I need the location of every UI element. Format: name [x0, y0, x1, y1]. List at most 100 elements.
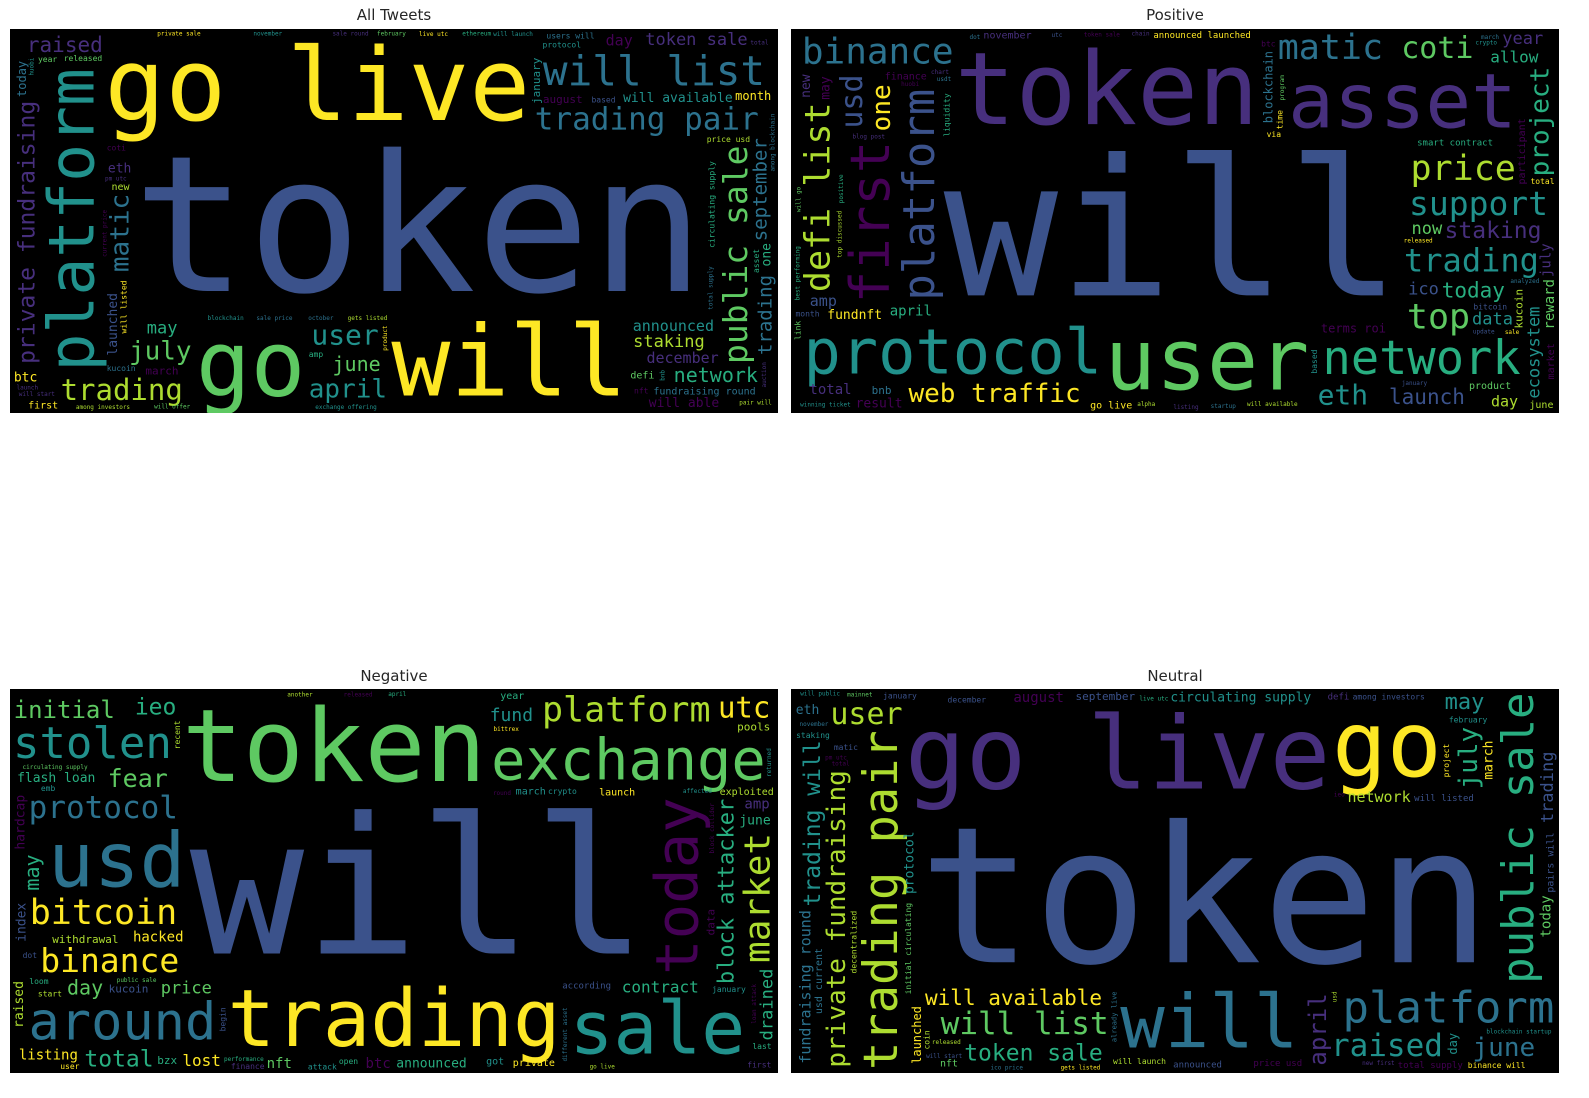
- word: sale price: [256, 315, 293, 322]
- word: total: [84, 1047, 153, 1073]
- word: trading: [754, 275, 776, 355]
- word: token sale: [645, 30, 747, 50]
- word: june: [333, 352, 381, 376]
- word: total: [832, 760, 850, 767]
- word: dot: [23, 951, 38, 960]
- word: amp: [810, 292, 837, 310]
- word: fundraising round: [797, 910, 815, 1064]
- word: april: [890, 304, 932, 320]
- word: november: [983, 30, 1031, 41]
- word: total: [809, 382, 851, 398]
- word: reward: [1542, 279, 1558, 330]
- word: token: [955, 30, 1259, 148]
- word: today: [1442, 278, 1505, 302]
- word: today: [1538, 895, 1554, 937]
- word: first: [839, 141, 902, 304]
- word: auction: [761, 362, 768, 388]
- word: chain: [1132, 30, 1150, 37]
- word: analyzed: [1510, 278, 1539, 285]
- word: among investors: [76, 404, 131, 411]
- word: released: [64, 54, 103, 63]
- word: will public: [800, 691, 840, 698]
- wordcloud-positive: will token user protocol asset network platfor…: [791, 29, 1559, 413]
- word: private: [513, 1058, 555, 1069]
- word: update: [1473, 329, 1495, 336]
- word: liquidity: [943, 93, 952, 137]
- word: circulating supply: [23, 764, 88, 771]
- word: announced: [396, 1057, 466, 1072]
- word: sale: [1505, 329, 1520, 336]
- word: december: [948, 696, 987, 705]
- word: price usd: [707, 135, 751, 144]
- word: april: [309, 374, 387, 404]
- word: month: [735, 89, 771, 103]
- word: last: [752, 1042, 771, 1051]
- word: result: [856, 396, 903, 411]
- word: around: [28, 993, 216, 1053]
- word: market: [738, 833, 778, 963]
- word: announced: [1173, 1060, 1222, 1070]
- word: btc: [1261, 39, 1276, 48]
- word: now: [1411, 219, 1442, 239]
- word: another: [287, 691, 313, 698]
- word: according: [562, 982, 611, 992]
- word: may: [1445, 690, 1485, 715]
- word: web traffic: [909, 379, 1081, 409]
- word: sale round: [332, 30, 369, 37]
- word: amp: [744, 797, 769, 813]
- wordcloud-negative: will token trading exchange around sale usd pla…: [10, 689, 778, 1073]
- word: today: [643, 797, 712, 975]
- word: listing: [19, 1048, 78, 1064]
- word: network: [1347, 788, 1410, 806]
- word: asset: [752, 249, 761, 273]
- word: crypto: [548, 787, 577, 796]
- word: listing: [1173, 404, 1199, 411]
- word: circulating supply: [1170, 690, 1311, 705]
- word: will list: [941, 1006, 1109, 1042]
- word: january: [530, 57, 543, 104]
- word: open: [339, 1057, 358, 1066]
- word: crypto: [1475, 40, 1497, 47]
- word: bitcoin: [30, 893, 178, 933]
- word: new: [112, 182, 131, 193]
- word: top discussed: [837, 210, 844, 257]
- word: nft: [634, 387, 649, 396]
- word: june: [1529, 400, 1553, 411]
- word: among blockchain: [770, 113, 777, 171]
- word: stolen: [13, 718, 172, 769]
- word: begin: [219, 1007, 228, 1031]
- word: dot: [969, 34, 980, 41]
- word: token sale: [964, 1040, 1102, 1066]
- word: top: [1407, 298, 1470, 338]
- word: june: [739, 813, 770, 828]
- word: matic: [834, 743, 858, 752]
- word: fundnft: [827, 308, 882, 323]
- word: binance: [40, 941, 179, 980]
- word: finance: [885, 71, 927, 82]
- word: coin: [922, 1030, 931, 1049]
- word: new first: [1362, 1060, 1395, 1067]
- word: market: [1546, 343, 1557, 379]
- word: go: [1332, 693, 1442, 798]
- word: initial circulating: [904, 903, 913, 995]
- word: project: [1442, 743, 1451, 777]
- word: participant: [1517, 118, 1528, 184]
- word: december: [646, 349, 718, 367]
- word: protocol: [29, 790, 178, 826]
- word: winning ticket: [800, 401, 851, 408]
- word: token: [133, 115, 705, 336]
- word: product: [1469, 381, 1511, 392]
- word: announced: [633, 317, 714, 335]
- word: trading pair: [535, 102, 759, 138]
- word: one: [759, 243, 774, 267]
- word: will launch: [493, 31, 533, 38]
- word: bnb: [660, 370, 667, 381]
- word: year: [1502, 29, 1543, 49]
- word: year: [38, 55, 57, 64]
- word: terms roi: [1321, 322, 1386, 336]
- word: may: [20, 854, 44, 890]
- word: via: [1267, 130, 1282, 139]
- word: march: [516, 787, 546, 798]
- word: launch: [1389, 385, 1465, 409]
- word: protocol: [903, 831, 918, 894]
